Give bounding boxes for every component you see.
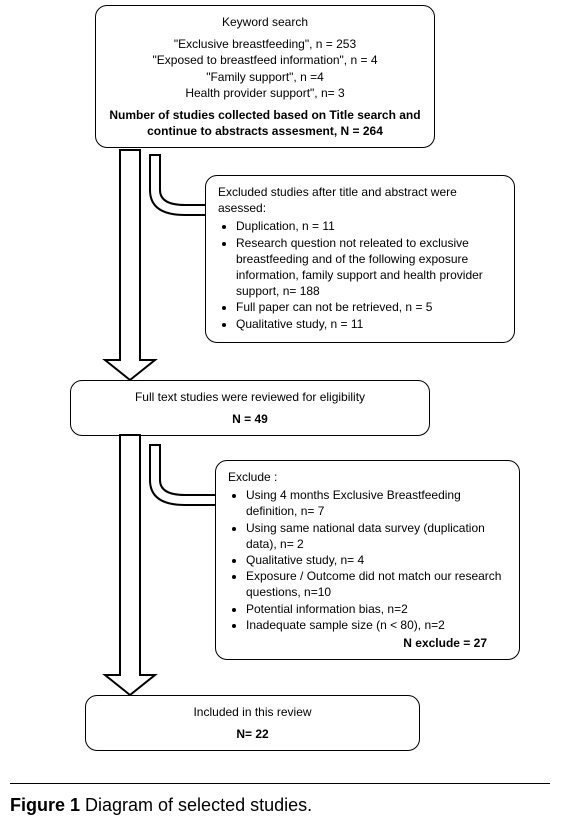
box2-b3: Full paper can not be retrieved, n = 5	[236, 299, 502, 315]
box2-b1: Duplication, n = 11	[236, 218, 502, 234]
box3-l1: Full text studies were reviewed for elig…	[83, 389, 417, 405]
box1-l3: "Family support", n =4	[108, 69, 422, 85]
box1-summary: Number of studies collected based on Tit…	[108, 107, 422, 139]
figure-caption: Figure 1 Diagram of selected studies.	[10, 795, 312, 816]
box4-b3: Qualitative study, n= 4	[246, 552, 507, 568]
box4-intro: Exclude :	[228, 469, 507, 485]
box2-b2: Research question not releated to exclus…	[236, 235, 502, 300]
box2-intro: Excluded studies after title and abstrac…	[218, 184, 502, 216]
box4-b4: Exposure / Outcome did not match our res…	[246, 568, 507, 600]
box1-title: Keyword search	[108, 14, 422, 30]
box1-l4: Health provider support", n= 3	[108, 85, 422, 101]
box-exclude-2: Exclude : Using 4 months Exclusive Breas…	[215, 460, 520, 660]
box4-b5: Potential information bias, n=2	[246, 601, 507, 617]
box4-total: N exclude = 27	[228, 635, 507, 651]
box1-l2: "Exposed to breastfeed information", n =…	[108, 52, 422, 68]
caption-label: Figure 1	[10, 795, 80, 815]
box4-b2: Using same national data survey (duplica…	[246, 520, 507, 552]
box-keyword-search: Keyword search "Exclusive breastfeeding"…	[95, 5, 435, 148]
box-fulltext-reviewed: Full text studies were reviewed for elig…	[70, 380, 430, 436]
box4-b1: Using 4 months Exclusive Breastfeeding d…	[246, 487, 507, 519]
caption-divider	[10, 783, 550, 784]
box2-b4: Qualitative study, n = 11	[236, 316, 502, 332]
box-excluded-1: Excluded studies after title and abstrac…	[205, 175, 515, 343]
box4-b6: Inadequate sample size (n < 80), n=2	[246, 617, 507, 633]
box5-l1: Included in this review	[98, 704, 407, 720]
box5-n: N= 22	[98, 726, 407, 742]
caption-text: Diagram of selected studies.	[80, 795, 312, 815]
box-included: Included in this review N= 22	[85, 695, 420, 751]
box1-l1: "Exclusive breastfeeding", n = 253	[108, 36, 422, 52]
box3-n: N = 49	[83, 411, 417, 427]
